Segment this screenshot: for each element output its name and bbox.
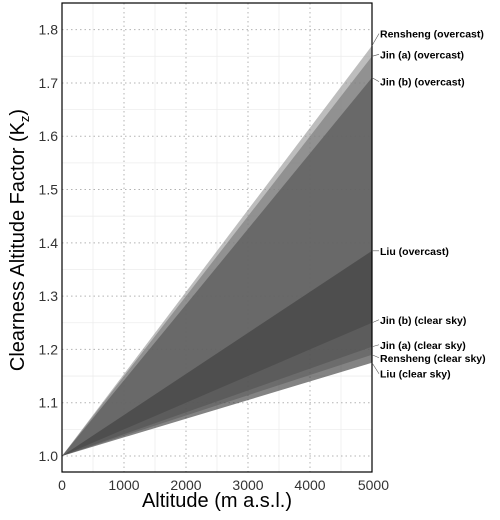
series-label: Jin (b) (clear sky) (380, 315, 466, 327)
y-tick-label: 1.0 (39, 448, 59, 464)
y-axis-title-sub: z (17, 116, 32, 123)
plot-border (61, 2, 373, 473)
tick-labels: 0 1000 2000 3000 4000 5000 1.0 1.1 1.2 1.3 1.4 1.5 1… (39, 22, 390, 493)
series-label: Liu (clear sky) (380, 369, 451, 381)
x-tick-label: 4000 (294, 477, 325, 493)
y-tick-label: 1.5 (39, 182, 59, 198)
y-tick-label: 1.7 (39, 75, 59, 91)
series-labels: Rensheng (overcast) Jin (a) (overcast) Jin… (371, 29, 486, 381)
x-tick-label: 0 (58, 477, 66, 493)
label-leader (371, 354, 380, 359)
series-label: Jin (a) (clear sky) (380, 340, 466, 352)
y-axis-title-suffix: ) (7, 109, 29, 116)
x-axis-title: Altitude (m a.s.l.) (142, 490, 292, 512)
x-tick-label: 5000 (358, 477, 389, 493)
label-leader (371, 33, 380, 46)
band-liu-overcast (62, 250, 372, 457)
y-tick-label: 1.6 (39, 128, 59, 144)
bands (62, 45, 372, 457)
series-label: Jin (b) (overcast) (380, 77, 465, 89)
label-leader (371, 362, 380, 374)
y-tick-label: 1.2 (39, 341, 59, 357)
label-leader (371, 54, 380, 57)
y-tick-label: 1.1 (39, 395, 59, 411)
y-axis-title: Clearness Altitude Factor (Kz) (7, 109, 32, 371)
series-label: Rensheng (overcast) (380, 29, 484, 41)
x-tick-label: 1000 (108, 477, 139, 493)
label-leader (371, 77, 380, 82)
y-tick-label: 1.3 (39, 288, 59, 304)
band-jin-b-overcast (62, 77, 372, 457)
x-tick-label: 2000 (170, 477, 201, 493)
series-label: Rensheng (clear sky) (380, 353, 486, 365)
series-label: Jin (a) (overcast) (380, 49, 464, 61)
x-tick-label: 3000 (232, 477, 263, 493)
series-label: Liu (overcast) (380, 246, 449, 258)
label-leader (371, 344, 380, 348)
y-tick-label: 1.8 (39, 22, 59, 38)
y-axis-title-main: Clearness Altitude Factor (K (7, 121, 29, 371)
label-leader (371, 319, 380, 324)
y-tick-label: 1.4 (39, 235, 59, 251)
